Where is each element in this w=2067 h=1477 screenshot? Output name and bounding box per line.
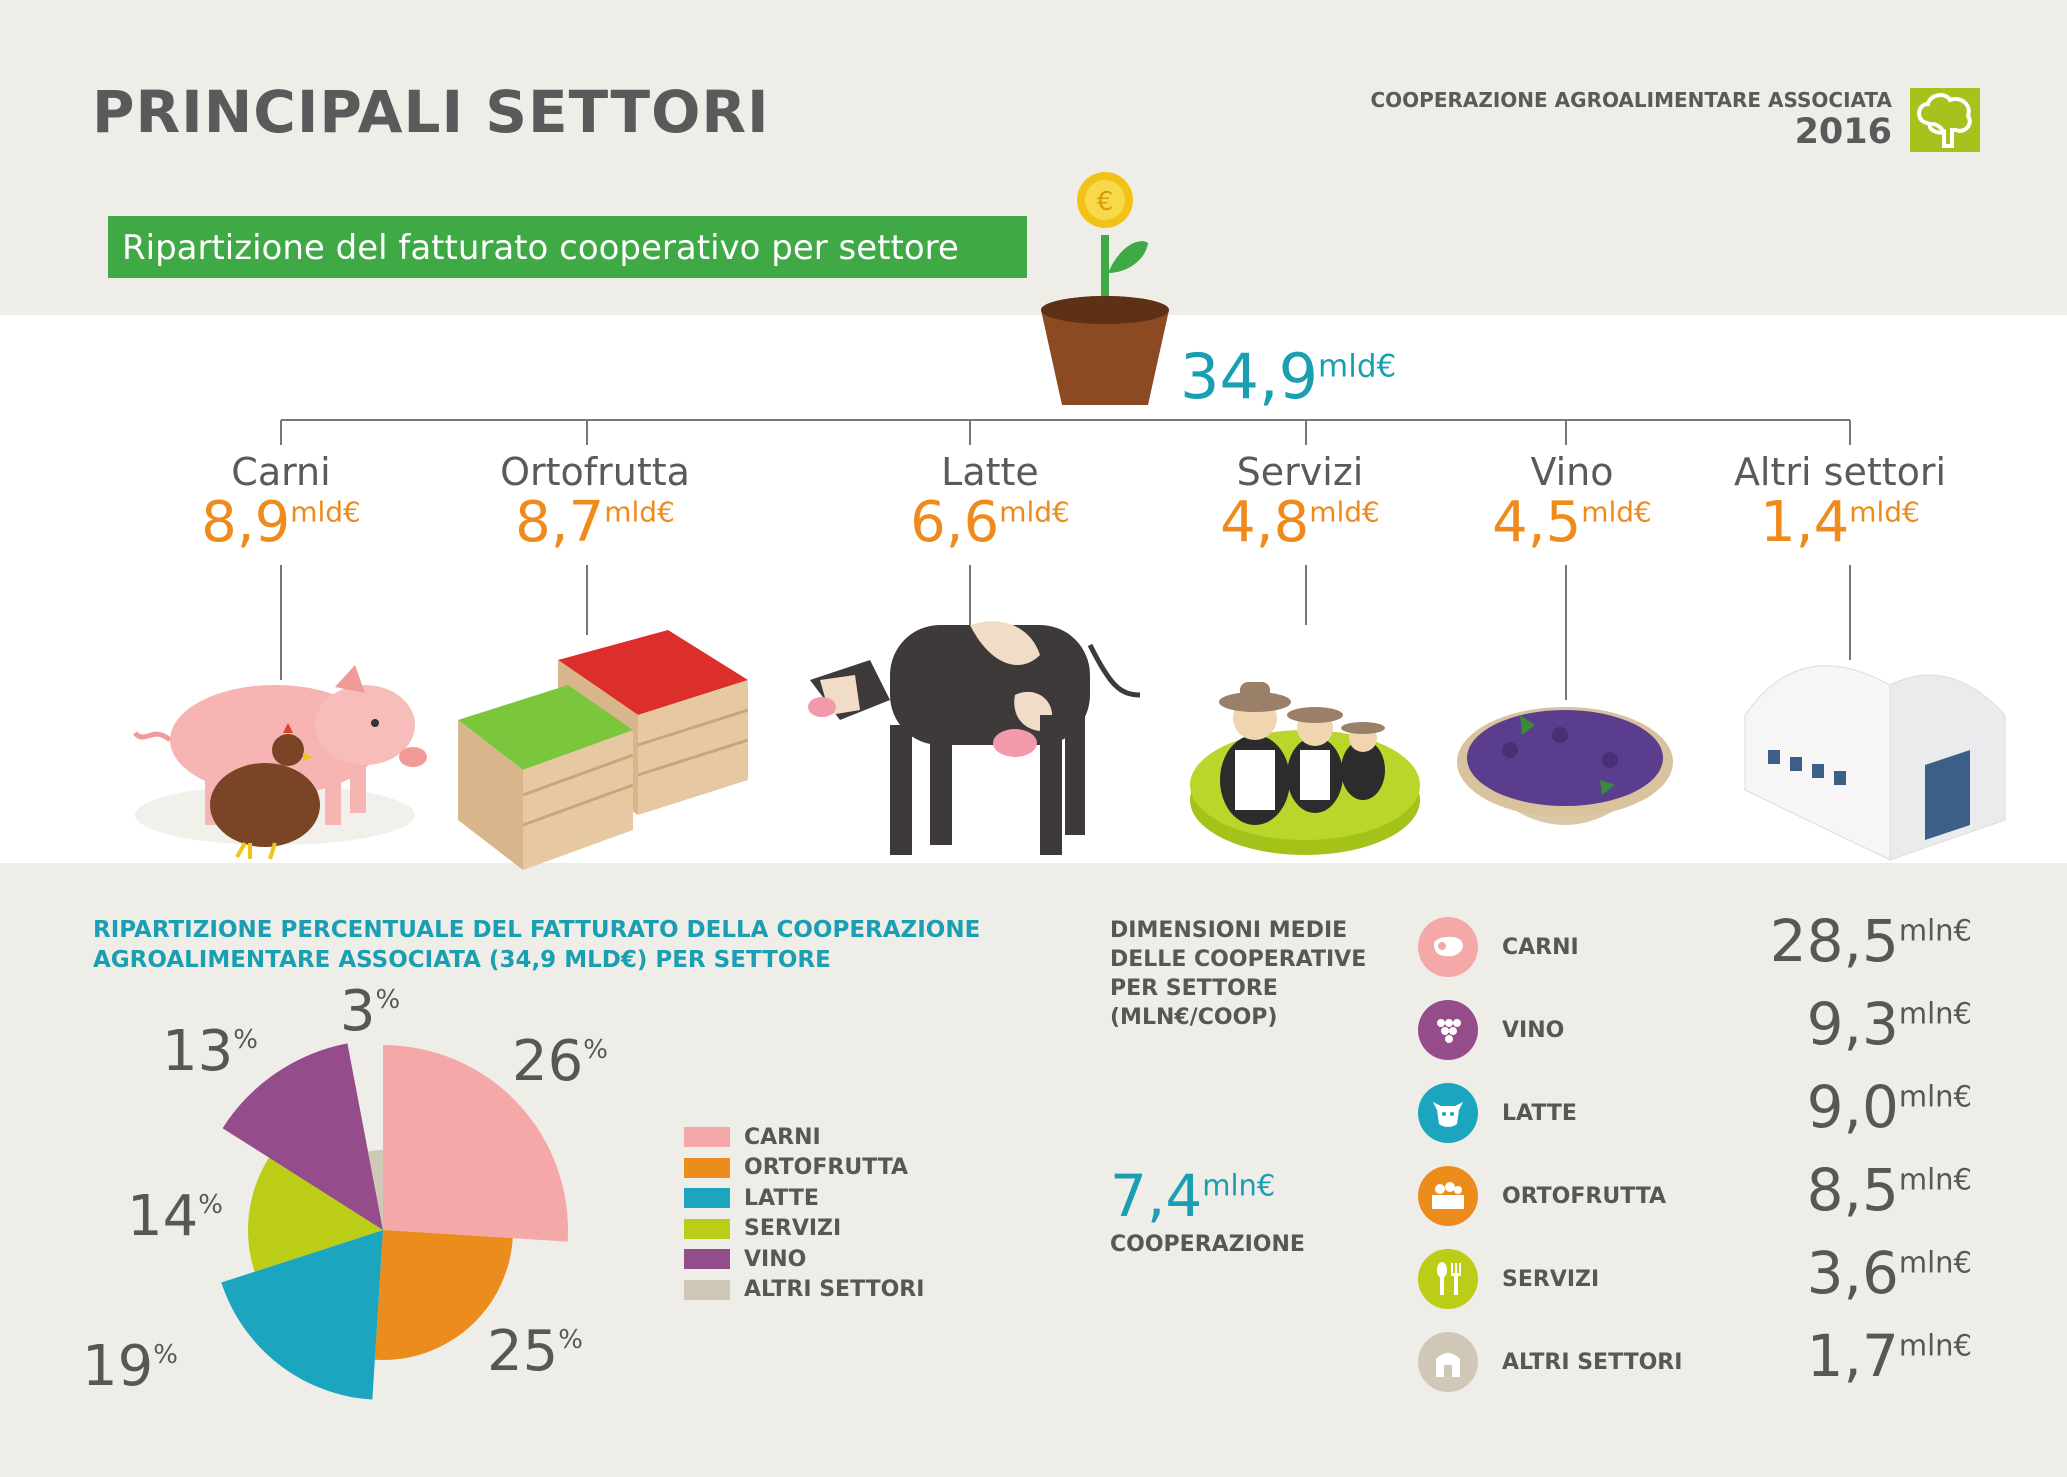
- sector-latte: Latte 6,6mld€: [860, 450, 1120, 555]
- pie-percent-label: 13%: [162, 1019, 258, 1084]
- dimension-label: CARNI: [1502, 935, 1579, 960]
- legend-swatch: [684, 1127, 730, 1148]
- pie-percent-label: 19%: [82, 1334, 178, 1399]
- pie-heading-line: RIPARTIZIONE PERCENTUALE DEL FATTURATO D…: [93, 917, 981, 943]
- legend-item: VINO: [684, 1244, 924, 1275]
- pie-heading: RIPARTIZIONE PERCENTUALE DEL FATTURATO D…: [93, 915, 980, 975]
- sector-carni: Carni 8,9mld€: [151, 450, 411, 555]
- legend-item: CARNI: [684, 1122, 924, 1153]
- dimension-value: 28,5mln€: [1769, 907, 1972, 975]
- dimensions-heading: DIMENSIONI MEDIE DELLE COOPERATIVE PER S…: [1110, 916, 1400, 1032]
- dimensions-heading-line: DELLE COOPERATIVE: [1110, 947, 1367, 972]
- legend-label: VINO: [744, 1246, 807, 1272]
- sector-name: Ortofrutta: [500, 450, 690, 494]
- pie-percent-label: 14%: [127, 1184, 223, 1249]
- dimensions-heading-line: DIMENSIONI MEDIE: [1110, 918, 1348, 943]
- svg-text:€: €: [1097, 187, 1114, 217]
- page-title: PRINCIPALI SETTORI: [92, 78, 770, 146]
- pie-slice-latte: [221, 1230, 383, 1400]
- sector-name: Servizi: [1236, 450, 1364, 494]
- legend-item: LATTE: [684, 1183, 924, 1214]
- dimensions-heading-line: PER SETTORE: [1110, 976, 1278, 1001]
- sector-name: Altri settori: [1733, 450, 1947, 494]
- total-value: 34,9mld€: [1180, 340, 1397, 413]
- legend-swatch: [684, 1188, 730, 1209]
- dimension-row-servizi: SERVIZI 3,6mln€: [1418, 1239, 1978, 1315]
- dimension-row-carni: CARNI 28,5mln€: [1418, 907, 1978, 983]
- legend-label: SERVIZI: [744, 1216, 842, 1242]
- coop-average-value: 7,4mln€: [1110, 1162, 1276, 1230]
- sector-name: Vino: [1530, 450, 1614, 494]
- dimension-label: LATTE: [1502, 1101, 1577, 1126]
- dimension-value: 8,5mln€: [1806, 1156, 1972, 1224]
- building-icon: [1418, 1332, 1478, 1392]
- sector-value: 4,8mld€: [1220, 490, 1380, 555]
- dimension-row-vino: VINO 9,3mln€: [1418, 990, 1978, 1066]
- dimension-value: 9,0mln€: [1806, 1073, 1972, 1141]
- legend-item: ORTOFRUTTA: [684, 1153, 924, 1184]
- pie-slice-servizi: [247, 1157, 383, 1272]
- dimension-value: 9,3mln€: [1806, 990, 1972, 1058]
- pie-heading-line: AGROALIMENTARE ASSOCIATA (34,9 MLD€) PER…: [93, 947, 831, 973]
- sector-value: 4,5mld€: [1492, 490, 1652, 555]
- grapes-basket-illustration: [1450, 690, 1680, 869]
- legend-swatch: [684, 1279, 730, 1300]
- sector-altri-settori: Altri settori 1,4mld€: [1710, 450, 1970, 555]
- org-year: 2016: [1794, 112, 1892, 152]
- pie-legend: CARNI ORTOFRUTTA LATTE SERVIZI VINO ALTRI SET…: [684, 1122, 924, 1305]
- warehouse-illustration: [1740, 645, 2010, 869]
- sector-vino: Vino 4,5mld€: [1442, 450, 1702, 555]
- pie-percent-label: 26%: [512, 1029, 608, 1094]
- sector-value: 1,4mld€: [1760, 490, 1920, 555]
- fruit-crates-illustration: [458, 630, 749, 874]
- pie-slice-ortofrutta: [374, 1230, 513, 1360]
- legend-swatch: [684, 1249, 730, 1270]
- pie-chart: 26% 25% 19% 14% 13% 3%: [82, 979, 608, 1400]
- meat-icon: [1418, 917, 1478, 977]
- sector-value: 8,7mld€: [515, 490, 675, 555]
- sector-name: Latte: [941, 450, 1039, 494]
- sector-value: 6,6mld€: [910, 490, 1070, 555]
- sector-value: 8,9mld€: [201, 490, 361, 555]
- legend-label: ALTRI SETTORI: [744, 1277, 925, 1303]
- cow-head-icon: [1418, 1083, 1478, 1143]
- pie-slice-altri-settori: [368, 1150, 383, 1230]
- tree-logo-icon: [1910, 88, 1980, 152]
- dimension-label: ALTRI SETTORI: [1502, 1350, 1683, 1375]
- pie-slice-vino: [222, 1043, 383, 1230]
- grapes-icon: [1418, 1000, 1478, 1060]
- farmers-illustration: [1185, 670, 1425, 864]
- pie-percent-label: 25%: [487, 1319, 583, 1384]
- org-name: COOPERAZIONE AGROALIMENTARE ASSOCIATA: [1370, 88, 1892, 112]
- legend-swatch: [684, 1157, 730, 1178]
- dimension-label: ORTOFRUTTA: [1502, 1184, 1667, 1209]
- plant-pot-illustration: €: [1030, 155, 1180, 410]
- dimension-row-altri-settori: ALTRI SETTORI 1,7mln€: [1418, 1322, 1978, 1398]
- dimension-value: 3,6mln€: [1806, 1239, 1972, 1307]
- pie-slice-carni: [383, 1045, 568, 1242]
- legend-label: ORTOFRUTTA: [744, 1155, 909, 1181]
- dimension-value: 1,7mln€: [1806, 1322, 1972, 1390]
- cow-illustration: [800, 605, 1150, 869]
- fork-spoon-icon: [1418, 1249, 1478, 1309]
- dimension-row-latte: LATTE 9,0mln€: [1418, 1073, 1978, 1149]
- dimensions-heading-line: (MLN€/COOP): [1110, 1005, 1278, 1030]
- sector-name: Carni: [231, 450, 331, 494]
- legend-label: LATTE: [744, 1185, 819, 1211]
- pig-chicken-illustration: [125, 665, 435, 869]
- subtitle-banner: Ripartizione del fatturato cooperativo p…: [108, 216, 1027, 278]
- dimension-label: SERVIZI: [1502, 1267, 1600, 1292]
- sector-servizi: Servizi 4,8mld€: [1170, 450, 1430, 555]
- dimension-row-ortofrutta: ORTOFRUTTA 8,5mln€: [1418, 1156, 1978, 1232]
- fruit-crate-icon: [1418, 1166, 1478, 1226]
- dimension-label: VINO: [1502, 1018, 1565, 1043]
- pie-percent-label: 3%: [340, 979, 400, 1044]
- coop-label: COOPERAZIONE: [1110, 1232, 1305, 1257]
- legend-swatch: [684, 1218, 730, 1239]
- sector-ortofrutta: Ortofrutta 8,7mld€: [465, 450, 725, 555]
- legend-item: ALTRI SETTORI: [684, 1275, 924, 1306]
- legend-item: SERVIZI: [684, 1214, 924, 1245]
- legend-label: CARNI: [744, 1124, 821, 1150]
- sector-connectors: [280, 419, 1851, 700]
